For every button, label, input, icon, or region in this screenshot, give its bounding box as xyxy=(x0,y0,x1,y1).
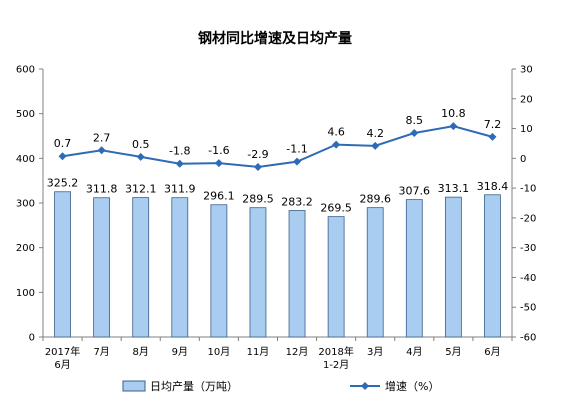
y-left-tick-label: 500 xyxy=(16,109,35,120)
bar xyxy=(405,199,423,338)
legend-bar-label: 日均产量（万吨） xyxy=(150,379,238,393)
bar-value-label: 318.4 xyxy=(477,180,509,193)
growth-point xyxy=(253,162,262,171)
y-right-tick-label: -20 xyxy=(520,213,536,224)
bar-value-label: 289.6 xyxy=(359,193,391,206)
x-tick-label: 1-2月 xyxy=(323,359,349,371)
bar xyxy=(249,207,267,338)
y-right-tick-label: -30 xyxy=(520,243,536,254)
growth-line xyxy=(62,125,493,168)
growth-point xyxy=(371,141,380,150)
bar xyxy=(132,197,150,338)
legend-line-marker xyxy=(361,382,369,390)
x-tick-label: 2017年 xyxy=(45,345,80,358)
bar xyxy=(327,216,345,338)
bar xyxy=(210,204,228,338)
growth-value-label: 7.2 xyxy=(484,118,502,131)
growth-point xyxy=(58,152,67,161)
bar-value-label: 269.5 xyxy=(320,202,352,215)
x-tick-label: 7月 xyxy=(93,346,109,358)
growth-value-label: 0.7 xyxy=(54,137,72,150)
x-tick-label: 11月 xyxy=(247,346,270,358)
growth-point xyxy=(175,159,184,168)
growth-value-label: -2.9 xyxy=(247,148,268,161)
y-right-tick-label: -40 xyxy=(520,273,536,284)
bar-value-label: 296.1 xyxy=(203,190,235,203)
y-left-tick-label: 600 xyxy=(16,65,35,76)
legend: 日均产量（万吨） 增速（%） xyxy=(122,379,439,393)
y-right-tick-label: -10 xyxy=(520,184,536,195)
bar-value-label: 313.1 xyxy=(438,182,470,195)
growth-value-label: 10.8 xyxy=(441,107,466,120)
growth-value-label: 8.5 xyxy=(406,114,424,127)
growth-value-label: -1.6 xyxy=(208,144,229,157)
growth-value-label: 0.5 xyxy=(132,138,150,151)
bar xyxy=(484,194,501,338)
y-right-tick-label: 10 xyxy=(520,124,533,135)
bar-series xyxy=(54,191,501,338)
growth-value-label: 2.7 xyxy=(93,131,111,144)
bar xyxy=(366,207,384,338)
bar xyxy=(54,191,71,338)
growth-point xyxy=(410,129,419,138)
x-tick-label: 3月 xyxy=(367,346,383,358)
x-tick-label: 2018年 xyxy=(318,345,353,358)
bar xyxy=(171,197,189,338)
y-right-tick-label: 30 xyxy=(520,65,533,76)
growth-point xyxy=(488,132,497,141)
bar-value-label: 325.2 xyxy=(47,177,79,190)
growth-value-label: -1.8 xyxy=(169,145,190,158)
bar-value-label: 311.9 xyxy=(164,183,196,196)
x-tick-label: 8月 xyxy=(133,346,149,358)
x-tick-label: 6月 xyxy=(484,346,500,358)
y-left-tick-label: 100 xyxy=(16,288,35,299)
bar-value-label: 312.1 xyxy=(125,183,157,196)
bar xyxy=(444,196,462,338)
y-left-tick-label: 200 xyxy=(16,243,35,254)
y-right-tick-label: -60 xyxy=(520,333,536,344)
y-right-tick-label: 0 xyxy=(520,154,526,165)
legend-line-label: 增速（%） xyxy=(385,379,439,393)
growth-point xyxy=(293,157,302,166)
legend-bar-swatch xyxy=(122,380,146,392)
bar-labels: 325.2 311.8 312.1 311.9 296.1 289.5 283.2 269.5… xyxy=(47,177,508,215)
x-tick-label: 10月 xyxy=(208,346,231,358)
y-right-tick-label: 20 xyxy=(520,94,533,105)
bar-value-label: 289.5 xyxy=(242,193,274,206)
line-series: 0.7 2.7 0.5 -1.8 -1.6 -2.9 -1.1 4.6 4.2 8.5 10.8 7.… xyxy=(54,107,501,171)
growth-value-label: 4.6 xyxy=(327,126,345,139)
x-tick-label: 4月 xyxy=(406,346,422,358)
x-tick-label: 12月 xyxy=(286,346,309,358)
y-left-tick-label: 300 xyxy=(16,199,35,210)
y-left-tick-label: 400 xyxy=(16,154,35,165)
chart-title: 钢材同比增速及日均产量 xyxy=(198,30,352,47)
bar-value-label: 307.6 xyxy=(399,185,431,198)
bar-value-label: 283.2 xyxy=(281,196,313,209)
x-tick-label: 6月 xyxy=(54,359,70,371)
x-tick-label: 5月 xyxy=(445,346,461,358)
growth-point xyxy=(332,140,341,149)
growth-point xyxy=(136,152,145,161)
x-tick-label: 9月 xyxy=(172,346,188,358)
growth-point xyxy=(97,146,106,155)
bar xyxy=(93,197,111,338)
growth-value-label: 4.2 xyxy=(366,127,384,140)
growth-value-label: -1.1 xyxy=(286,143,307,156)
bar-value-label: 311.8 xyxy=(86,183,118,196)
bar xyxy=(288,210,306,338)
growth-point xyxy=(214,159,223,168)
y-left-tick-label: 0 xyxy=(29,333,35,344)
y-right-tick-label: -50 xyxy=(520,303,536,314)
growth-point xyxy=(449,122,458,131)
